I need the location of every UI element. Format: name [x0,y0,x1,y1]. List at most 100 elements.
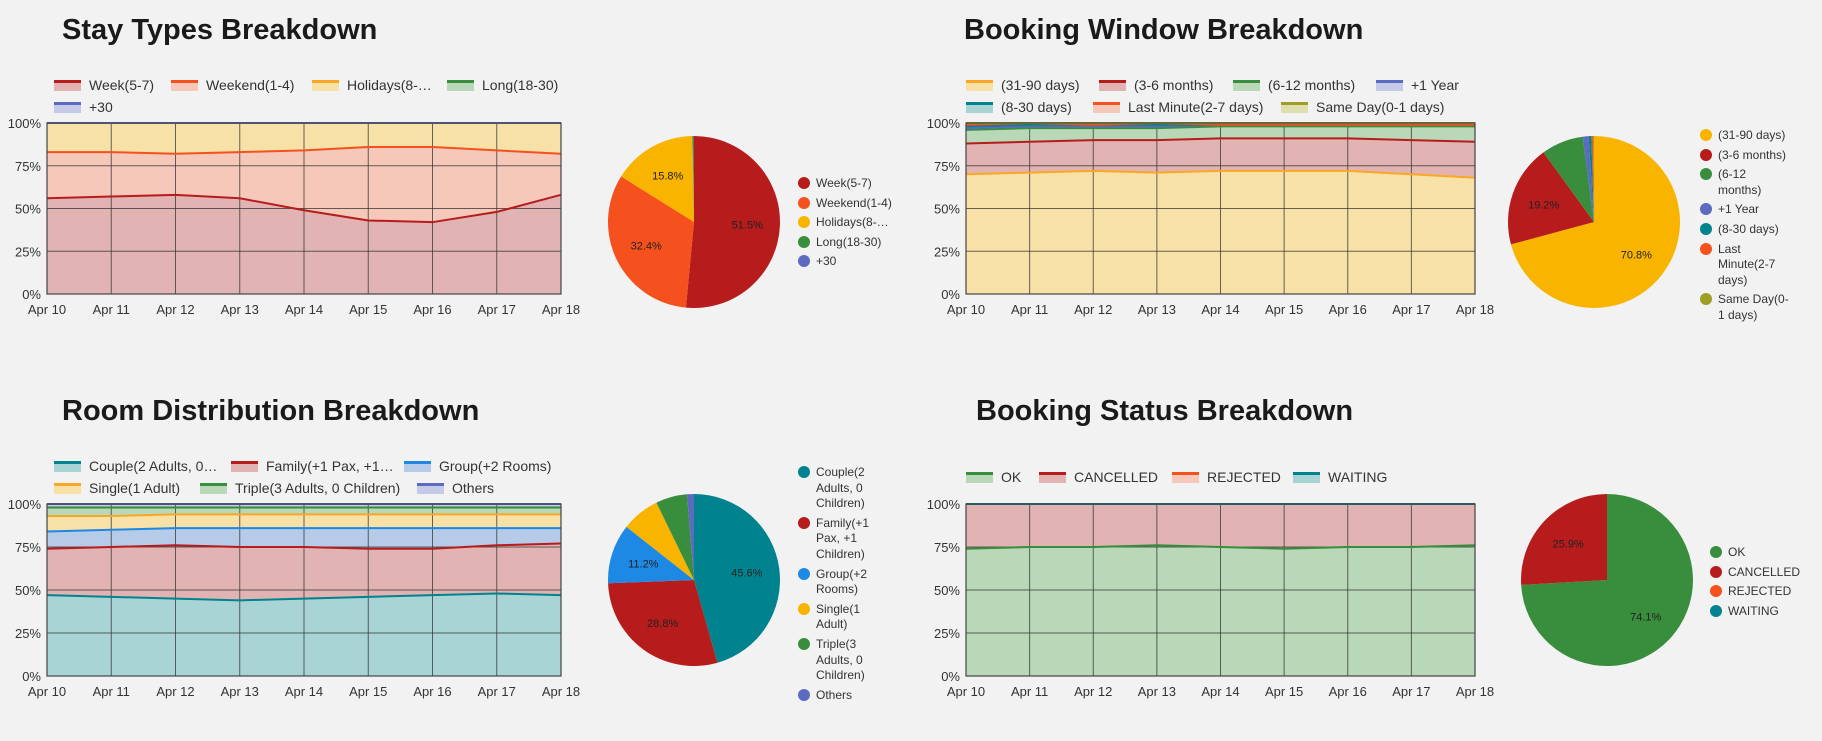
pie-chart: 74.1% 25.9% [1521,494,1693,666]
x-tick-label: Apr 14 [1201,684,1239,699]
legend-item[interactable]: Last Minute(2-7 days) [1093,99,1263,115]
legend-item[interactable]: Weekend(1-4) [171,77,294,93]
legend-label: Week(5-7) [89,77,155,93]
pie-legend-item[interactable]: Holidays(8-… [798,215,898,231]
legend-label: Group(+2 Rooms) [439,458,552,474]
x-tick-label: Apr 13 [1138,302,1176,317]
legend-label: CANCELLED [1074,469,1159,485]
pie-legend-item[interactable]: Group(+2 Rooms) [798,567,894,598]
x-tick-label: Apr 15 [349,684,387,699]
room-distribution-panel: Room Distribution Breakdown Couple(2 Adu… [0,381,900,741]
x-tick-label: Apr 12 [156,302,194,317]
area-legend: Week(5-7) Weekend(1-4) Holidays(8-… Long(18… [0,0,900,115]
pie-legend-item[interactable]: Long(18-30) [798,235,898,251]
pie-legend-item[interactable]: (31-90 days) [1700,128,1792,144]
legend-label: WAITING [1328,469,1388,485]
x-tick-label: Apr 12 [1074,302,1112,317]
legend-dot [1700,293,1712,306]
series-line [965,125,1475,131]
legend-swatch [54,460,81,472]
pie-slice [686,494,694,580]
x-tick-label: Apr 11 [93,684,130,699]
pie-legend-label: (6-12 months) [1718,167,1762,197]
y-tick-label: 75% [934,159,960,174]
legend-swatch [1172,471,1199,483]
pie-slice [607,526,694,584]
series-line [46,193,562,224]
legend-item[interactable]: Others [417,480,494,496]
pie-legend-label: Single(1 Adult) [816,601,861,632]
legend-label: REJECTED [1207,469,1281,485]
legend-item[interactable]: Holidays(8-… [312,77,432,93]
legend-swatch [966,79,993,91]
legend-dot [798,235,810,248]
pie-legend-label: REJECTED [1728,584,1792,599]
pie-legend-item[interactable]: WAITING [1710,604,1802,620]
pie-slice-label: 11.2% [628,559,659,571]
series-line [46,592,562,602]
pie-slice [608,176,694,308]
legend-swatch [447,79,474,91]
pie-legend-item[interactable]: (3-6 months) [1700,148,1792,164]
pie-legend-item[interactable]: Same Day(0-1 days) [1700,292,1792,323]
legend-label: (31-90 days) [1001,77,1080,93]
pie-legend-label: Same Day(0-1 days) [1718,292,1789,322]
legend-item[interactable]: (8-30 days) [966,99,1072,115]
pie-legend-item[interactable]: OK [1710,545,1802,561]
pie-legend-label: (31-90 days) [1718,128,1786,142]
legend-item[interactable]: +30 [54,99,113,115]
legend-dot [798,637,810,650]
legend-item[interactable]: WAITING [1293,469,1387,485]
pie-legend-item[interactable]: Weekend(1-4) [798,196,898,212]
legend-item[interactable]: Family(+1 Pax, +1… [231,458,394,474]
y-tick-label: 0% [941,669,960,684]
legend-item[interactable]: CANCELLED [1039,469,1158,485]
pie-legend-item[interactable]: +30 [798,254,898,270]
pie-legend-item[interactable]: (8-30 days) [1700,222,1792,238]
pie-legend-item[interactable]: (6-12 months) [1700,167,1792,198]
pie-legend-item[interactable]: REJECTED [1710,584,1802,600]
legend-label: +30 [89,99,113,115]
legend-item[interactable]: Single(1 Adult) [54,480,180,496]
legend-item[interactable]: Same Day(0-1 days) [1281,99,1444,115]
x-tick-label: Apr 10 [947,684,985,699]
legend-dot [1710,565,1722,578]
pie-legend-item[interactable]: CANCELLED [1710,565,1802,581]
pie-slice [656,494,694,580]
y-tick-label: 50% [15,202,41,217]
legend-item[interactable]: OK [966,469,1021,485]
pie-legend-item[interactable]: +1 Year [1700,202,1792,218]
legend-swatch [200,482,227,494]
plot-border [965,503,1476,677]
pie-slice [1521,494,1693,666]
legend-swatch [1281,101,1308,113]
panel-title: Booking Window Breakdown [964,14,1364,46]
pie-legend-item[interactable]: Couple(2 Adults, 0 Children) [798,465,894,512]
pie-legend-item[interactable]: Family(+1 Pax, +1 Children) [798,516,894,563]
pie-legend-item[interactable]: Single(1 Adult) [798,602,894,633]
legend-item[interactable]: REJECTED [1172,469,1281,485]
legend-item[interactable]: +1 Year [1376,77,1459,93]
legend-dot [798,216,810,229]
pie-legend-item[interactable]: Week(5-7) [798,176,898,192]
pie-legend-item[interactable]: Last Minute(2-7 days) [1700,242,1792,289]
pie-legend-label: Holidays(8-… [816,215,889,230]
legend-item[interactable]: (6-12 months) [1233,77,1355,93]
legend-item[interactable]: Couple(2 Adults, 0… [54,458,217,474]
legend-item[interactable]: (31-90 days) [966,77,1080,93]
legend-item[interactable]: Group(+2 Rooms) [404,458,551,474]
pie-legend-item[interactable]: Triple(3 Adults, 0 Children) [798,637,894,684]
pie-slice [1521,494,1607,585]
pie-legend-label: Family(+1 Pax, +1 Children) [816,515,870,561]
area-chart: 0% 25% 50% 75% 100% Apr 10 Apr 11 Apr 12 Apr 13 A… [927,116,1494,317]
legend-item[interactable]: Long(18-30) [447,77,558,93]
x-tick-label: Apr 17 [1392,302,1430,317]
pie-slice [608,580,718,666]
legend-item[interactable]: Week(5-7) [54,77,154,93]
pie-legend-item[interactable]: Others [798,688,894,704]
pie-slice-label: 74.1% [1630,612,1661,624]
legend-item[interactable]: (3-6 months) [1099,77,1213,93]
legend-label: Same Day(0-1 days) [1316,99,1445,115]
legend-dot [1710,585,1722,598]
legend-item[interactable]: Triple(3 Adults, 0 Children) [200,480,400,496]
